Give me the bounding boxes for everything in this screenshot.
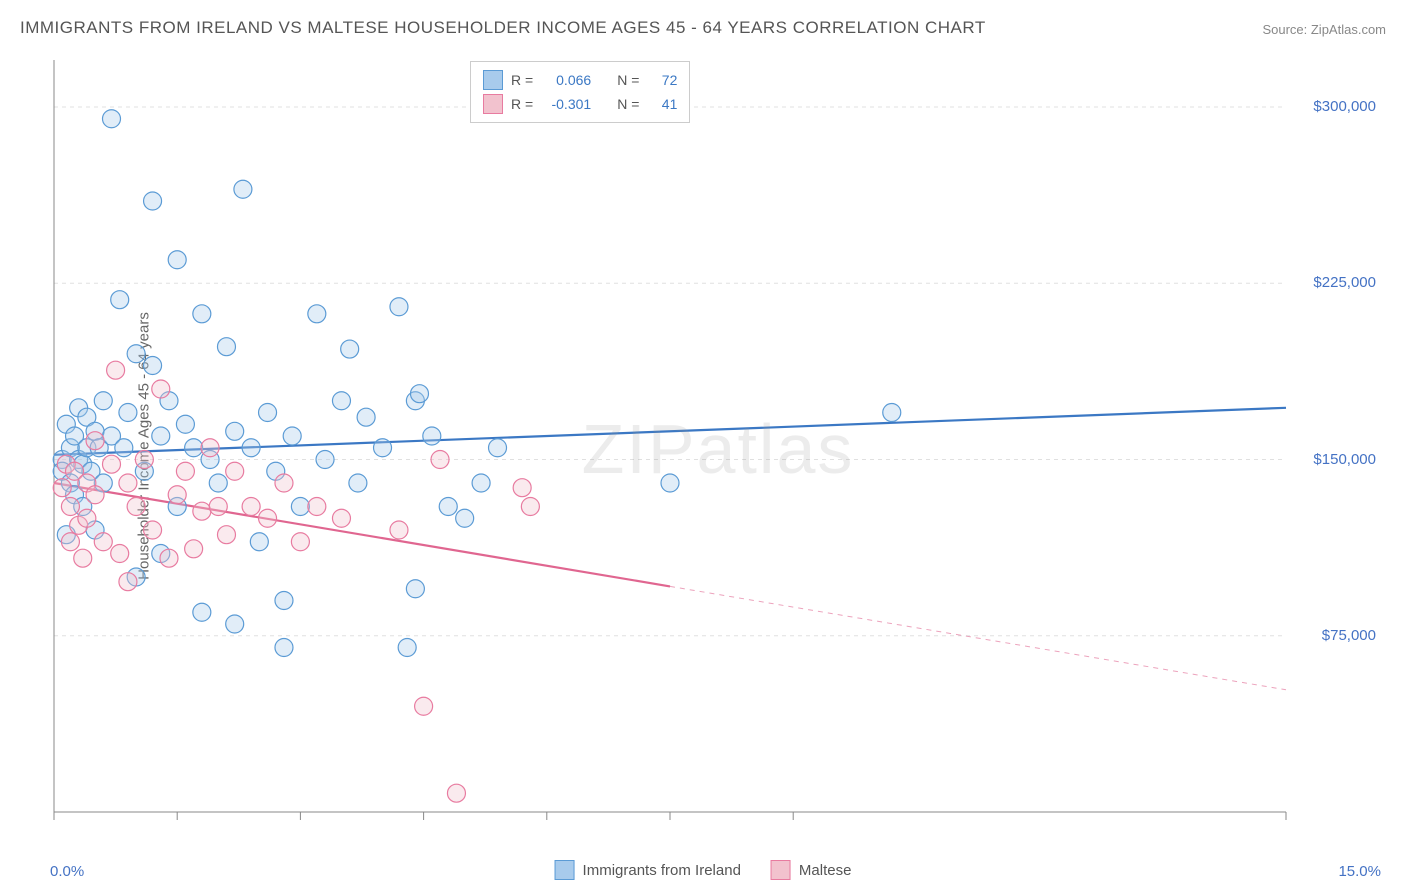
x-tick-start: 0.0% — [50, 863, 84, 880]
n-label: N = — [617, 96, 639, 112]
swatch-ireland-bottom — [555, 860, 575, 880]
n-label: N = — [617, 72, 639, 88]
legend-label-maltese: Maltese — [799, 862, 852, 879]
r-label: R = — [511, 72, 533, 88]
n-value-maltese: 41 — [647, 96, 677, 112]
legend-label-ireland: Immigrants from Ireland — [583, 862, 741, 879]
scatter-chart-svg — [50, 55, 1386, 842]
swatch-maltese — [483, 94, 503, 114]
swatch-maltese-bottom — [771, 860, 791, 880]
chart-container: IMMIGRANTS FROM IRELAND VS MALTESE HOUSE… — [0, 0, 1406, 892]
r-label: R = — [511, 96, 533, 112]
chart-area: ZIPatlas R = 0.066 N = 72 R = -0.301 N =… — [50, 55, 1386, 842]
y-tick-1: $150,000 — [1313, 451, 1376, 468]
chart-title: IMMIGRANTS FROM IRELAND VS MALTESE HOUSE… — [20, 18, 986, 38]
bottom-legend-maltese: Maltese — [771, 860, 852, 880]
source-label: Source: ZipAtlas.com — [1262, 22, 1386, 37]
y-tick-0: $75,000 — [1322, 627, 1376, 644]
legend-row-ireland: R = 0.066 N = 72 — [483, 68, 677, 92]
x-tick-end: 15.0% — [1338, 863, 1381, 880]
bottom-legend: Immigrants from Ireland Maltese — [555, 860, 852, 880]
swatch-ireland — [483, 70, 503, 90]
r-value-ireland: 0.066 — [541, 72, 591, 88]
y-tick-2: $225,000 — [1313, 274, 1376, 291]
correlation-legend: R = 0.066 N = 72 R = -0.301 N = 41 — [470, 61, 690, 123]
legend-row-maltese: R = -0.301 N = 41 — [483, 92, 677, 116]
r-value-maltese: -0.301 — [541, 96, 591, 112]
bottom-legend-ireland: Immigrants from Ireland — [555, 860, 741, 880]
y-tick-3: $300,000 — [1313, 98, 1376, 115]
n-value-ireland: 72 — [647, 72, 677, 88]
